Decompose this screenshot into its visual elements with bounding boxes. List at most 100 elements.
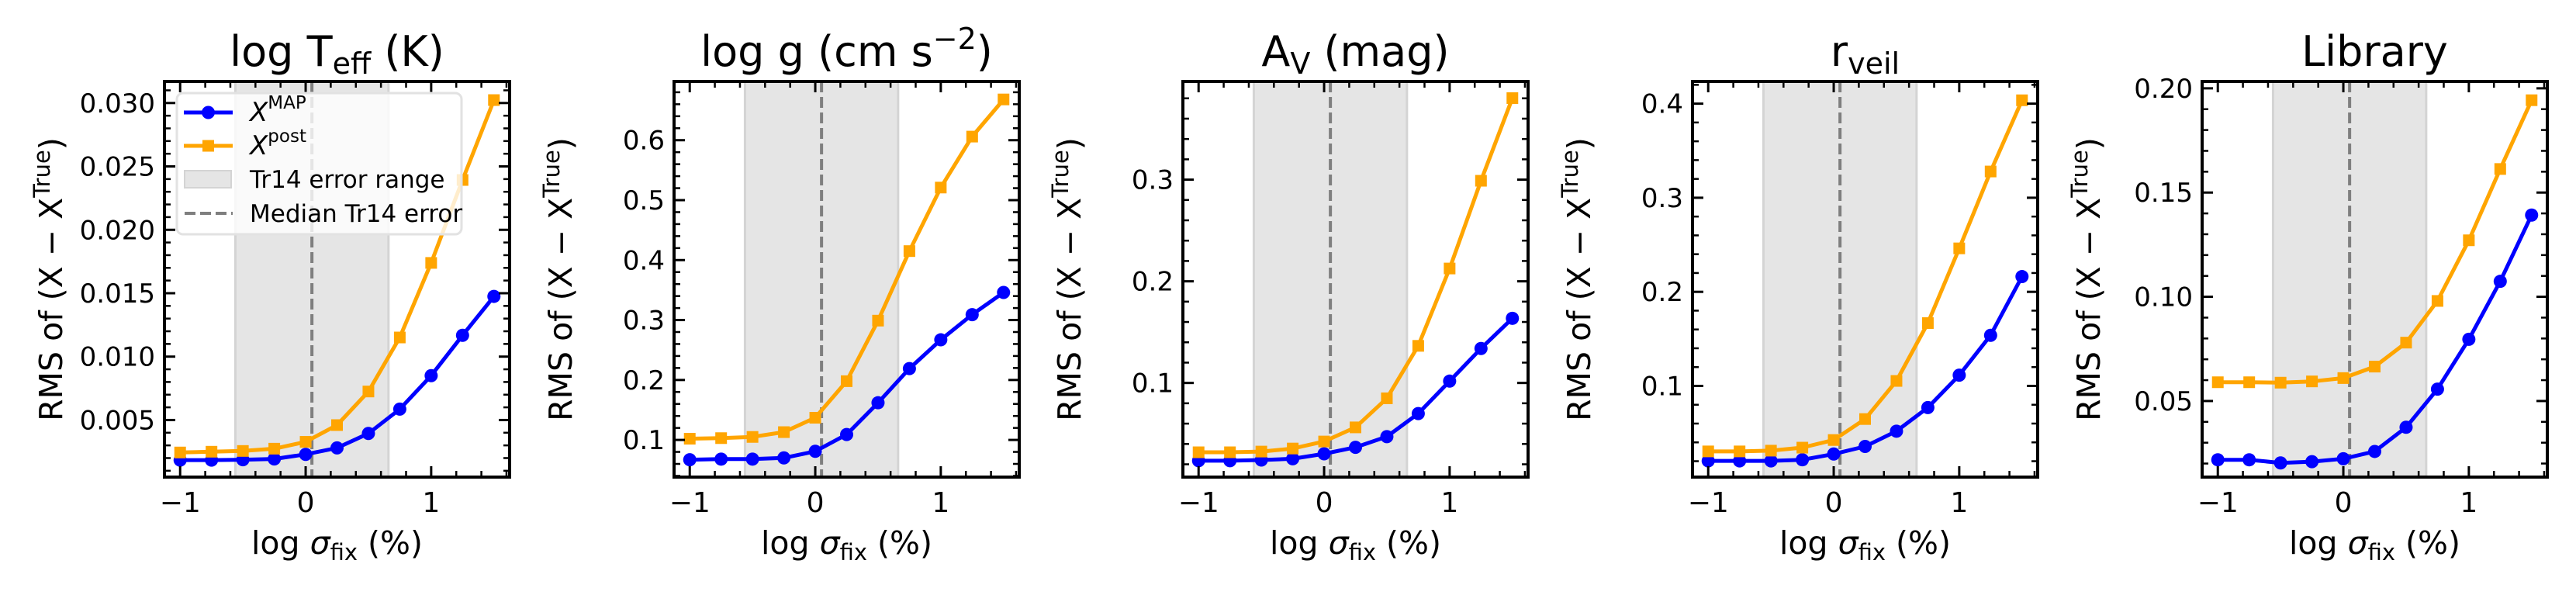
x-axis-label: log σfix (%): [2289, 524, 2460, 566]
y-tick-label: 0.6: [623, 126, 665, 157]
subplot-5: −1 0 1 0.05 0.10 0.15 0.20 Library log σfix (%) R…: [2066, 27, 2549, 566]
y-axis-label: RMS of (X − XTrue): [1557, 137, 1598, 421]
series-post-point: [2431, 295, 2443, 307]
subplot-title: log Teff (K): [230, 27, 444, 81]
legend-marker-square: [202, 140, 214, 152]
series-map-point: [1764, 454, 1778, 468]
series-map-point: [2273, 456, 2287, 470]
series-post-point: [683, 433, 696, 445]
series-post-point: [1890, 375, 1903, 387]
legend-patch: [184, 170, 232, 189]
series-post-point: [2494, 163, 2506, 175]
x-tick-label: −1: [669, 487, 711, 519]
series-map: [683, 285, 1011, 467]
y-tick-label: 0.3: [623, 306, 665, 337]
series-post-point: [966, 130, 978, 143]
legend-entry: Median Tr14 error: [185, 200, 462, 228]
series-post-point: [746, 431, 759, 443]
x-tick-label: 1: [2460, 487, 2477, 519]
y-tick-label: 0.2: [1132, 267, 1174, 298]
series-post-point: [1702, 445, 1714, 458]
series-map-point: [683, 453, 697, 467]
series-map-point: [1796, 453, 1810, 467]
series-post-point: [2400, 337, 2412, 349]
series-post-point: [2243, 376, 2256, 389]
series-post-point: [1953, 242, 1966, 254]
series-map-point: [2336, 451, 2350, 465]
series-map-point: [2399, 420, 2413, 434]
y-tick-label: 0.030: [80, 88, 155, 119]
series-map-point: [1827, 447, 1841, 461]
subplot-2: −1 0 1 0.1 0.2 0.3 0.4 0.5 0.6 log g (cm s−2) log …: [538, 22, 1021, 566]
series-map: [1701, 270, 2029, 468]
series-post-point: [1350, 421, 1361, 434]
y-tick-label: 0.3: [1641, 183, 1683, 214]
series-map-point: [1411, 406, 1425, 420]
x-tick-label: 0: [807, 487, 825, 519]
series-map: [173, 289, 501, 467]
series-map-point: [745, 452, 759, 466]
x-axis-label: log σfix (%): [1779, 524, 1951, 566]
series-post-point: [2016, 94, 2028, 106]
legend-entry: XMAP: [184, 93, 306, 128]
x-tick-label: −1: [1688, 487, 1729, 519]
subplot-1: −1 0 1 0.005 0.010 0.015 0.020 0.025 0.030 log Te…: [29, 27, 511, 566]
legend-marker-circle: [202, 106, 215, 119]
y-tick-label: 0.005: [80, 405, 155, 436]
series-post-point: [841, 375, 852, 387]
series-post-point: [2211, 376, 2224, 389]
series-map-point: [1701, 454, 1715, 468]
x-tick-label: −1: [2197, 487, 2239, 519]
series-post-point: [1921, 317, 1934, 329]
series-post-point: [872, 314, 884, 327]
series-post-point: [1192, 446, 1205, 458]
series-map-point: [714, 452, 728, 466]
series-post-point: [237, 445, 249, 457]
y-tick-label: 0.1: [1132, 368, 1174, 400]
x-axis-label: log σfix (%): [251, 524, 423, 566]
series-map-point: [2493, 275, 2507, 289]
x-axis-label: log σfix (%): [761, 524, 932, 566]
series-post-point: [1412, 340, 1424, 352]
axes-frame: [2201, 80, 2549, 479]
x-tick-label: 1: [1950, 487, 1968, 519]
series-post-point: [809, 412, 821, 424]
series-map: [1191, 311, 1520, 468]
series-post-point: [1765, 445, 1777, 457]
series-post-point: [1984, 165, 1997, 178]
axes-frame: [163, 80, 511, 479]
series-post-point: [2274, 376, 2287, 389]
series-map-point: [840, 427, 853, 441]
series-map-point: [1983, 328, 1997, 342]
series-post-point: [1827, 434, 1840, 446]
y-tick-label: 0.020: [80, 215, 155, 246]
series-map-point: [1733, 454, 1747, 468]
legend-label: Xpost: [248, 126, 306, 161]
series-post: [2211, 94, 2538, 389]
series-map-point: [2211, 453, 2225, 467]
series-post: [1702, 94, 2028, 458]
series-map-point: [268, 452, 282, 466]
series-map-point: [2430, 382, 2444, 396]
y-tick-label: 0.3: [1132, 165, 1174, 196]
legend-box: [175, 92, 463, 236]
series-map-point: [1474, 341, 1488, 355]
series-post-point: [903, 245, 915, 258]
y-axis-label: RMS of (X − XTrue): [2066, 137, 2107, 421]
series-post-point: [1287, 442, 1299, 455]
series-map-point: [2305, 455, 2319, 469]
subplot-3: −1 0 1 0.1 0.2 0.3 AV (mag) log σfix (%) RMS of …: [1047, 27, 1530, 566]
axes-frame: [673, 80, 1021, 479]
y-tick-label: 0.2: [1641, 277, 1683, 308]
series-post-point: [174, 446, 186, 458]
series-map-point: [1890, 424, 1903, 438]
x-axis-label: log σfix (%): [1270, 524, 1441, 566]
series-map-point: [1349, 441, 1362, 455]
series-map-point: [1317, 447, 1331, 461]
y-tick-label: 0.1: [623, 425, 665, 456]
legend-label: Tr14 error range: [249, 166, 444, 194]
series-map-point: [487, 289, 501, 303]
series-map-point: [299, 448, 313, 462]
y-tick-label: 0.4: [623, 245, 665, 276]
